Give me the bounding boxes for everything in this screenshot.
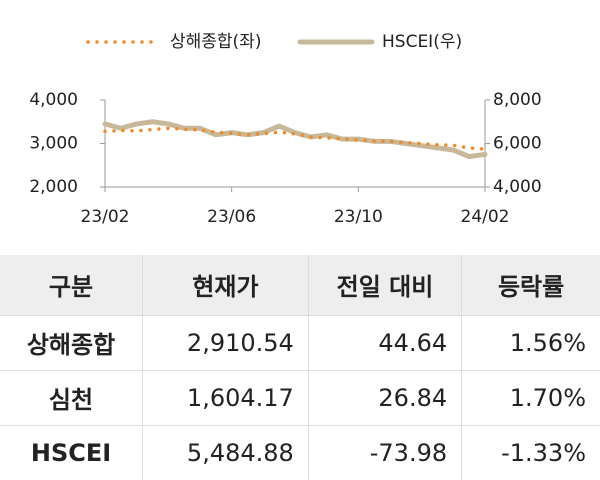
x-tick-label: 23/06 [207,207,256,227]
legend-label: HSCEI(우) [382,32,462,52]
value-cell: 1.56% [461,315,600,371]
table-row: 심천 1,604.17 26.84 1.70% [0,370,600,426]
quote-table: 구분 현재가 전일 대비 등락률 상해종합 2,910.54 44.64 1.56% 심천 1,6… [0,255,600,480]
chart: 2,000 3,000 4,000 4,000 6,000 8,000 23/02 23/06… [29,32,542,227]
x-tick-label: 24/02 [461,207,510,227]
name-cell: 상해종합 [0,315,143,371]
y2-tick-label: 6,000 [493,134,542,154]
y-tick-label: 3,000 [29,134,78,154]
legend-label: 상해종합(좌) [170,32,261,52]
x-tick-label: 23/02 [81,207,130,227]
x-tick-label: 23/10 [334,207,383,227]
value-cell: 2,910.54 [142,315,309,371]
value-cell: -1.33% [461,425,600,480]
value-cell: 1.70% [461,370,600,426]
value-cell: 44.64 [307,315,462,371]
series-line [103,126,487,151]
y2-tick-label: 4,000 [493,177,542,197]
header-cell: 현재가 [142,255,309,316]
value-cell: -73.98 [307,425,462,480]
table-header-row: 구분 현재가 전일 대비 등락률 [0,255,600,316]
header-cell: 등락률 [461,255,600,316]
header-cell: 전일 대비 [307,255,462,316]
value-cell: 26.84 [307,370,462,426]
header-cell: 구분 [0,255,143,316]
table-row: 상해종합 2,910.54 44.64 1.56% [0,315,600,371]
table-row: HSCEI 5,484.88 -73.98 -1.33% [0,425,600,480]
value-cell: 5,484.88 [142,425,309,480]
y-tick-label: 4,000 [29,90,78,110]
value-cell: 1,604.17 [142,370,309,426]
name-cell: 심천 [0,370,143,426]
y-tick-label: 2,000 [29,177,78,197]
y2-tick-label: 8,000 [493,90,542,110]
name-cell: HSCEI [0,425,143,480]
series-line [102,119,488,160]
